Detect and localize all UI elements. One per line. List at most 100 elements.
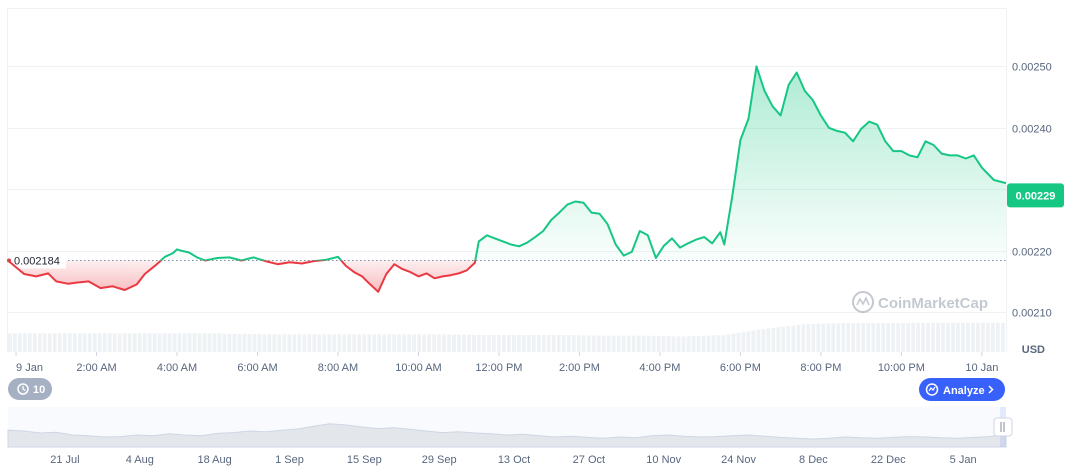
volume-bar — [946, 322, 950, 352]
volume-bar — [531, 335, 536, 352]
y-tick-label: 0.00220 — [1012, 247, 1052, 259]
x-tick-label: 4:00 AM — [157, 362, 197, 374]
volume-bar — [327, 334, 332, 352]
volume-bar — [906, 322, 910, 352]
volume-bar — [382, 334, 387, 352]
volume-bar — [437, 334, 441, 352]
volume-bar — [237, 333, 242, 352]
analyze-button-bg[interactable] — [919, 378, 1005, 401]
volume-bar — [362, 334, 367, 352]
volume-bar — [706, 335, 711, 352]
volume-bar — [691, 336, 696, 352]
volume-bar — [112, 333, 117, 352]
volume-bar — [791, 325, 796, 352]
volume-bar — [911, 322, 915, 352]
volume-bar — [77, 333, 82, 352]
navigator-handle[interactable] — [993, 417, 1013, 437]
navigator-tick-label: 21 Jul — [50, 454, 79, 466]
volume-bar — [546, 335, 551, 352]
history-icon — [17, 383, 29, 395]
volume-bar — [507, 335, 511, 352]
volume-bar — [442, 334, 446, 352]
volume-bar — [482, 334, 486, 352]
volume-bar — [462, 334, 466, 352]
volume-bar — [62, 333, 67, 352]
volume-bar — [976, 322, 980, 352]
volume-bar — [367, 334, 372, 352]
volume-bar — [162, 333, 167, 352]
x-tick-label: 2:00 AM — [76, 362, 116, 374]
price-line — [7, 65, 1007, 293]
volume-bar — [502, 335, 506, 352]
volume-bar — [731, 333, 736, 352]
volume-bar — [422, 334, 426, 352]
volume-bar — [207, 333, 212, 352]
volume-bar — [72, 333, 77, 352]
volume-bar — [252, 334, 257, 352]
y-axis: 0.00210 0.00220 0.00240 0.00250 — [1012, 62, 1052, 320]
volume-bar — [921, 322, 925, 352]
volume-bar — [996, 322, 1000, 352]
current-price-pill — [1007, 183, 1064, 208]
volume-bar — [766, 328, 771, 352]
volume-bar — [721, 335, 726, 352]
volume-bar — [581, 335, 586, 352]
volume-bar — [297, 334, 302, 352]
interval-badge[interactable]: 10 — [8, 378, 52, 400]
volume-bar — [831, 323, 836, 352]
volume-bar — [8, 333, 12, 352]
volume-bar — [986, 322, 990, 352]
volume-bar — [516, 335, 521, 352]
volume-bar — [227, 333, 232, 352]
volume-bar — [497, 335, 501, 352]
interval-badge-bg[interactable] — [8, 378, 52, 400]
volume-bar — [87, 333, 92, 352]
x-tick-label: 8:00 PM — [800, 362, 841, 374]
volume-bar — [541, 335, 546, 352]
analyze-button[interactable]: Analyze — [919, 378, 1005, 401]
chevron-right-icon — [988, 385, 994, 394]
volume-bar — [357, 334, 362, 352]
x-tick-label: 10:00 PM — [878, 362, 925, 374]
volume-bar — [232, 333, 237, 352]
volume-bar — [192, 333, 197, 352]
volume-bar — [671, 336, 676, 352]
navigator-area — [7, 423, 1007, 448]
volume-bar — [67, 333, 72, 352]
volume-bar — [412, 334, 416, 352]
volume-bar — [821, 323, 826, 352]
navigator-tick-label: 8 Dec — [799, 454, 828, 466]
coinmarketcap-logo-icon — [852, 291, 874, 313]
volume-bar — [606, 335, 611, 352]
volume-bar — [267, 334, 272, 352]
x-tick-label: 10:00 AM — [395, 362, 441, 374]
volume-bar — [681, 336, 686, 352]
volume-bar — [117, 333, 122, 352]
volume-bar — [57, 333, 62, 352]
volume-bar — [796, 324, 801, 352]
volume-bar — [247, 333, 252, 352]
volume-bar — [536, 335, 541, 352]
volume-bar — [596, 335, 601, 352]
volume-bar — [611, 335, 616, 352]
volume-bar — [756, 329, 761, 352]
volume-bar — [37, 333, 42, 352]
x-tick-label: 6:00 AM — [237, 362, 277, 374]
volume-bar — [591, 335, 596, 352]
navigator-tick-label: 27 Oct — [573, 454, 605, 466]
volume-bar — [811, 323, 816, 352]
navigator-tick-label: 5 Jan — [950, 454, 977, 466]
price-line-up — [8, 65, 1007, 261]
range-navigator[interactable]: 21 Jul 4 Aug 18 Aug 1 Sep 15 Sep 29 Sep 13 Oct… — [7, 407, 1013, 466]
volume-bar — [222, 333, 227, 352]
volume-bar — [886, 323, 891, 352]
volume-bar — [292, 334, 297, 352]
navigator-tick-label: 18 Aug — [197, 454, 231, 466]
volume-bar — [696, 335, 701, 352]
open-price-label-bg — [12, 252, 66, 269]
volume-bar — [92, 333, 97, 352]
analyze-icon — [925, 383, 939, 396]
volume-bar — [646, 335, 651, 352]
